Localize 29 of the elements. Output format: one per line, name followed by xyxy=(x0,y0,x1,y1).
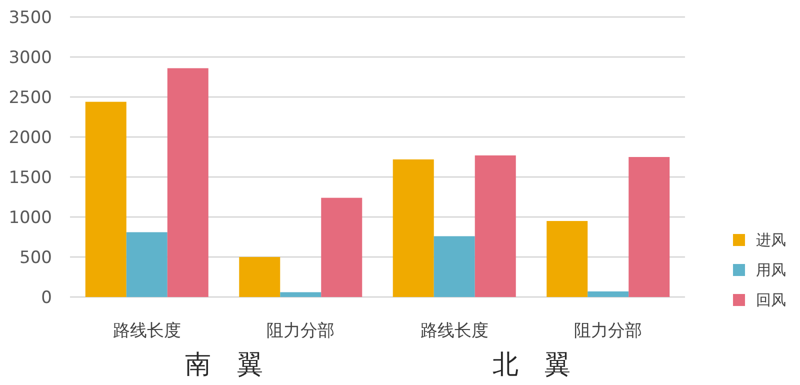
bar xyxy=(628,157,670,297)
bar xyxy=(167,68,208,297)
text: 北 翼 xyxy=(492,350,570,380)
x-tick-label: 阻力分部 xyxy=(266,321,335,341)
text: 南 翼 xyxy=(184,350,263,380)
y-tick-label: 2000 xyxy=(8,128,52,148)
bar xyxy=(280,292,322,297)
legend-label: 用风 xyxy=(756,261,786,279)
x-tick-label: 路线长度 xyxy=(420,321,488,341)
y-tick-label: 0 xyxy=(41,288,52,308)
bar xyxy=(392,159,434,297)
y-tick-label: 2500 xyxy=(8,88,52,108)
bar xyxy=(588,291,629,297)
bar xyxy=(546,221,588,297)
bar xyxy=(474,155,516,297)
bar xyxy=(239,257,280,297)
y-tick-label: 3500 xyxy=(8,8,52,28)
y-tick-label: 3000 xyxy=(8,48,52,68)
x-tick-label: 路线长度 xyxy=(112,321,181,341)
y-tick-label: 1500 xyxy=(8,168,52,188)
y-tick-label: 1000 xyxy=(8,208,52,228)
legend-label: 回风 xyxy=(756,291,786,309)
x-tick-label: 阻力分部 xyxy=(574,321,642,341)
legend-label: 进风 xyxy=(756,231,786,249)
bar xyxy=(85,102,126,297)
bar xyxy=(434,236,475,297)
y-tick-label: 500 xyxy=(20,248,52,268)
bar xyxy=(126,232,168,297)
bar xyxy=(321,198,362,297)
